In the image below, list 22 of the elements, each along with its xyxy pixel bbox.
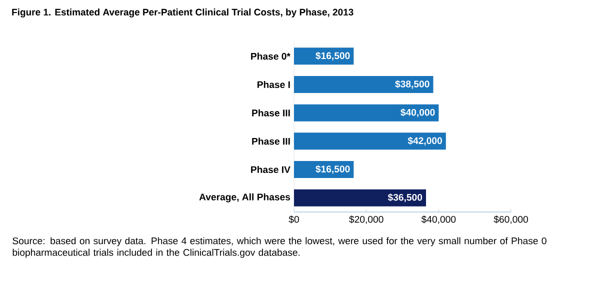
x-tick-label: $20,000 xyxy=(349,216,384,224)
x-tick-label: $60,000 xyxy=(494,216,528,224)
y-tick-label: Phase III xyxy=(252,109,290,116)
data-label: $16,500 xyxy=(316,165,350,174)
bar xyxy=(294,104,439,122)
y-tick-label: Phase III xyxy=(252,138,290,145)
bar xyxy=(294,132,446,150)
bar xyxy=(294,76,434,94)
x-tick-label: $40,000 xyxy=(421,216,456,224)
data-label: $16,500 xyxy=(316,52,350,60)
y-tick-label: Average, All Phases xyxy=(199,193,290,202)
bar xyxy=(294,189,426,206)
data-label: $40,000 xyxy=(400,108,435,118)
y-tick-label: Phase 0* xyxy=(251,52,290,60)
data-label: $36,500 xyxy=(388,194,422,202)
y-tick-label: Phase I xyxy=(257,80,290,88)
y-tick-label: Phase IV xyxy=(251,166,290,174)
data-label: $42,000 xyxy=(408,136,442,146)
data-label: $38,500 xyxy=(395,80,430,89)
text: Figure 1. Estimated Average Per-Patient Clinical Trial Costs, by Phase, 2013 xyxy=(12,8,354,18)
source-note: Source: based on survey data. Phase 4 estimates, which were the lowest, were used for the very small number of Phase 0 biopharmaceutical trials included in the ClinicalTrials.gov database. xyxy=(12,237,546,258)
x-tick-label: $0 xyxy=(288,216,299,224)
